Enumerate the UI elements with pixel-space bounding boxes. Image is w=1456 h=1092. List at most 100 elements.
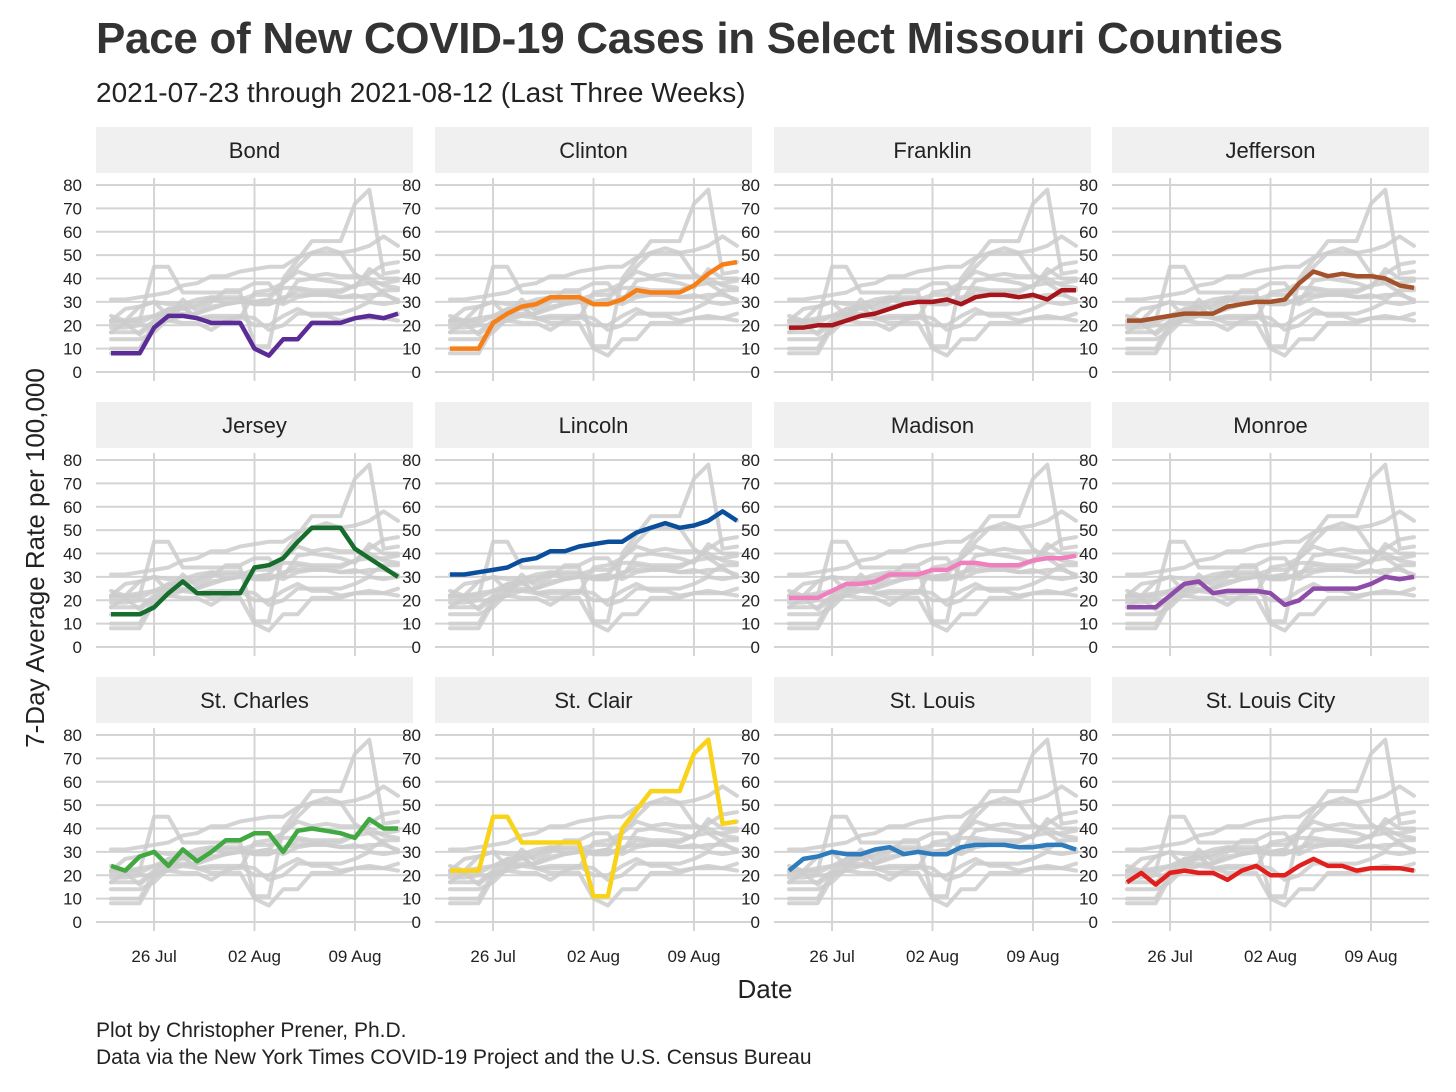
y-tick-label: 0 <box>412 638 421 657</box>
x-tick-label: 26 Jul <box>131 947 176 966</box>
strip-clinton <box>435 127 752 173</box>
x-tick-label: 09 Aug <box>667 947 720 966</box>
background-line-st-clair <box>787 462 1078 624</box>
y-tick-label: 20 <box>63 866 82 885</box>
y-tick-label: 40 <box>402 270 421 289</box>
background-line-st-charles <box>109 267 400 323</box>
y-tick-label: 20 <box>1079 316 1098 335</box>
background-line-st-louis <box>109 292 400 323</box>
background-line-st-louis-city <box>448 581 739 612</box>
background-line-st-louis <box>448 567 739 598</box>
y-tick-label: 30 <box>741 293 760 312</box>
panel-st-louis-city: St. Louis City 0 10 20 30 40 50 60 70 80 26 Jul 02 … <box>1079 677 1429 966</box>
background-line-monroe <box>109 299 400 335</box>
strip-st-clair <box>435 677 752 723</box>
strip-label-franklin: Franklin <box>893 138 971 163</box>
y-tick-label: 0 <box>412 913 421 932</box>
y-tick-label: 0 <box>751 363 760 382</box>
y-tick-label: 70 <box>741 474 760 493</box>
panel-st-louis: St. Louis 0 10 20 30 40 50 60 70 80 26 Jul 02 Aug 09… <box>741 677 1091 966</box>
background-line-lincoln <box>787 234 1078 302</box>
y-tick-label: 30 <box>402 843 421 862</box>
y-tick-label: 60 <box>63 773 82 792</box>
background-line-st-louis-city <box>1125 306 1416 337</box>
strip-label-st-charles: St. Charles <box>200 688 309 713</box>
y-tick-label: 80 <box>1079 451 1098 470</box>
y-tick-label: 0 <box>412 363 421 382</box>
y-tick-label: 80 <box>741 726 760 745</box>
y-tick-label: 70 <box>402 199 421 218</box>
panel-clinton: Clinton 0 10 20 30 40 50 60 70 80 <box>402 127 752 382</box>
strip-jersey <box>96 402 413 448</box>
background-line-jersey <box>787 800 1078 892</box>
strip-label-monroe: Monroe <box>1233 413 1308 438</box>
x-tick-label: 02 Aug <box>567 947 620 966</box>
y-tick-label: 20 <box>741 316 760 335</box>
series-line-st-louis <box>787 842 1077 873</box>
background-line-st-clair <box>1125 462 1416 624</box>
y-tick-label: 50 <box>63 521 82 540</box>
y-tick-label: 10 <box>1079 890 1098 909</box>
y-tick-label: 20 <box>1079 866 1098 885</box>
strip-monroe <box>1112 402 1429 448</box>
x-tick-label: 26 Jul <box>470 947 515 966</box>
background-line-st-louis <box>787 567 1078 598</box>
y-tick-label: 20 <box>741 591 760 610</box>
y-tick-label: 10 <box>402 340 421 359</box>
y-tick-label: 20 <box>63 591 82 610</box>
strip-lincoln <box>435 402 752 448</box>
background-line-jersey <box>448 800 739 892</box>
panel-st-charles: St. Charles 0 10 20 30 40 50 60 70 80 26 Jul 02 Aug… <box>63 677 413 966</box>
y-tick-label: 50 <box>741 796 760 815</box>
y-tick-label: 50 <box>63 796 82 815</box>
background-line-st-louis <box>1125 292 1416 323</box>
y-tick-label: 60 <box>402 223 421 242</box>
y-tick-label: 60 <box>1079 773 1098 792</box>
y-tick-label: 70 <box>63 474 82 493</box>
y-tick-label: 40 <box>63 545 82 564</box>
y-tick-label: 60 <box>741 223 760 242</box>
y-tick-label: 60 <box>741 773 760 792</box>
y-tick-label: 30 <box>1079 293 1098 312</box>
background-line-st-charles <box>448 817 739 873</box>
strip-st-louis <box>774 677 1091 723</box>
y-tick-label: 70 <box>63 749 82 768</box>
background-line-lincoln <box>1125 234 1416 302</box>
y-tick-label: 0 <box>73 913 82 932</box>
panel-jersey: Jersey 0 10 20 30 40 50 60 70 80 <box>63 402 413 657</box>
y-tick-label: 40 <box>1079 820 1098 839</box>
background-line-lincoln <box>1125 509 1416 577</box>
strip-st-louis-city <box>1112 677 1429 723</box>
y-tick-label: 50 <box>741 521 760 540</box>
y-tick-label: 20 <box>402 866 421 885</box>
background-line-lincoln <box>109 784 400 852</box>
background-line-st-louis-city <box>448 856 739 887</box>
y-tick-label: 0 <box>1089 913 1098 932</box>
y-tick-label: 80 <box>63 176 82 195</box>
y-tick-label: 20 <box>1079 591 1098 610</box>
background-line-lincoln <box>448 234 739 302</box>
y-tick-label: 80 <box>1079 176 1098 195</box>
y-tick-label: 40 <box>1079 270 1098 289</box>
y-tick-label: 0 <box>1089 638 1098 657</box>
y-tick-label: 10 <box>1079 615 1098 634</box>
background-line-st-clair <box>1125 737 1416 899</box>
y-tick-label: 80 <box>402 176 421 195</box>
background-line-st-charles <box>1125 267 1416 323</box>
background-line-monroe <box>1125 849 1416 885</box>
y-tick-label: 40 <box>63 820 82 839</box>
strip-label-jefferson: Jefferson <box>1225 138 1315 163</box>
y-tick-label: 40 <box>402 545 421 564</box>
y-tick-label: 70 <box>1079 474 1098 493</box>
x-axis-title: Date <box>738 974 793 1004</box>
caption-source: Data via the New York Times COVID-19 Pro… <box>96 1046 812 1069</box>
series-line-st-charles <box>110 816 398 873</box>
y-tick-label: 50 <box>402 246 421 265</box>
background-line-st-louis-city <box>109 581 400 612</box>
background-line-lincoln <box>448 784 739 852</box>
series-line-franklin <box>789 287 1076 330</box>
y-tick-label: 30 <box>1079 568 1098 587</box>
y-tick-label: 10 <box>63 340 82 359</box>
background-line-monroe <box>109 849 400 885</box>
y-tick-label: 10 <box>63 615 82 634</box>
